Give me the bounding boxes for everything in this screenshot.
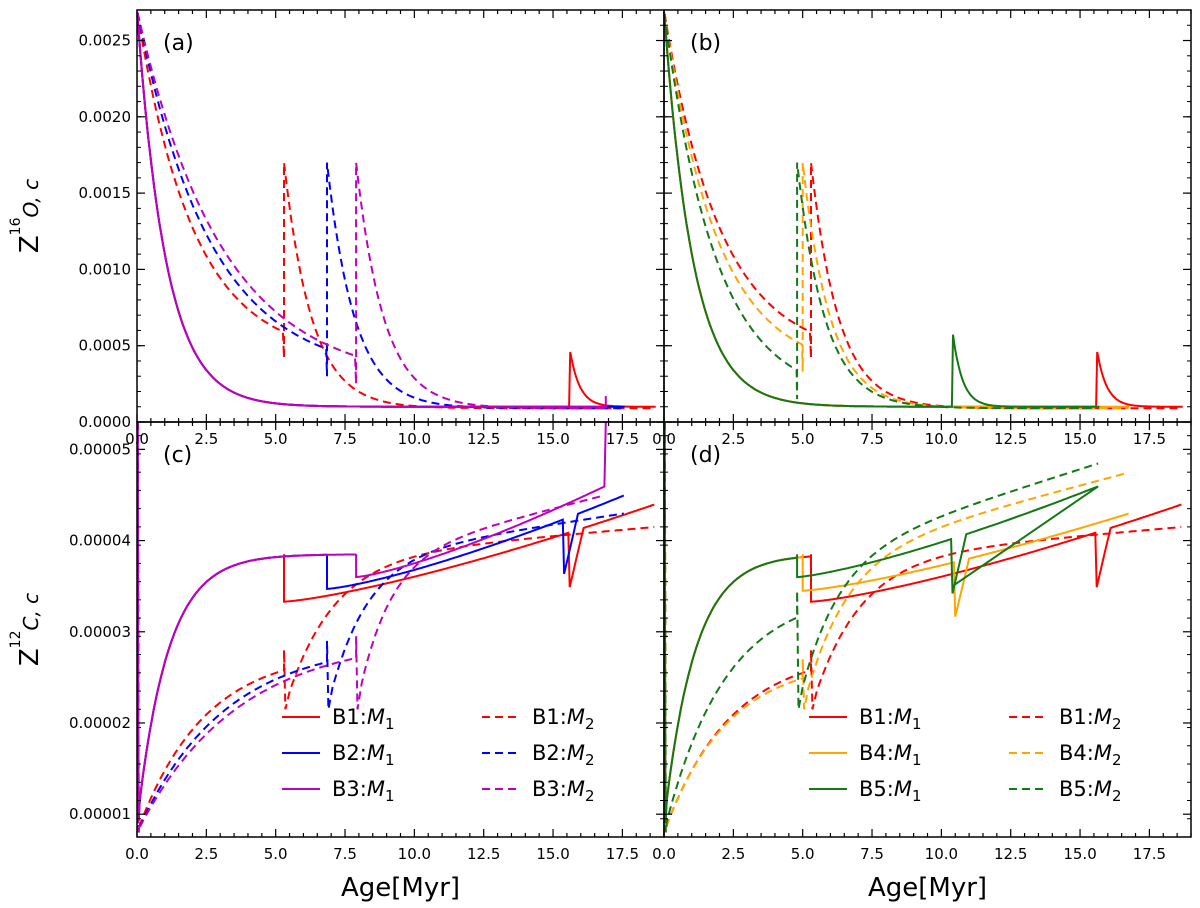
- legend-entry: B1:M2: [532, 705, 595, 733]
- legend-entry: B5:M1: [859, 777, 922, 805]
- x-tick-label: 7.5: [333, 430, 357, 448]
- series-line-b2-m2-dashed: [137, 12, 624, 410]
- legend-entry: B2:M2: [532, 741, 595, 769]
- x-tick-label: 12.5: [467, 845, 500, 863]
- panel-c: 0.0 2.5 5.0 7.5 10.0 12.5 15.0 17.5 0.00001 0.000…: [8, 421, 665, 903]
- legend-entry: B4:M2: [1059, 741, 1122, 769]
- y-tick-label: 0.00002: [69, 714, 131, 732]
- series-line-b2-m1: [137, 17, 625, 408]
- x-tick-label: 7.5: [860, 430, 884, 448]
- series-line-b2-m2-dashed: [137, 422, 624, 833]
- x-tick-label: 5.0: [264, 430, 288, 448]
- series-group: [664, 13, 1183, 410]
- series-line-b1-m2-dashed: [137, 422, 655, 833]
- series-line-b3-m1: [137, 422, 607, 824]
- series-line-b3-m2-dashed: [137, 422, 605, 833]
- x-tick-label: 5.0: [791, 430, 815, 448]
- series-line-b5-m1: [664, 17, 1100, 408]
- y-tick-label: 0.00003: [69, 623, 131, 641]
- x-axis-label: Age[Myr]: [341, 873, 460, 903]
- x-tick-label: 15.0: [1063, 430, 1096, 448]
- x-tick-label: 0.0: [125, 845, 149, 863]
- x-tick-label: 12.5: [994, 430, 1027, 448]
- series-line-b1-m2-dashed: [664, 13, 1182, 410]
- y-tick-label: 0.0020: [79, 108, 132, 126]
- panel-label: (d): [690, 443, 721, 468]
- series-line-b5-m1: [664, 422, 1099, 824]
- series-line-b4-m1: [664, 17, 1130, 408]
- x-tick-label: 15.0: [536, 430, 569, 448]
- x-tick-label: 12.5: [467, 430, 500, 448]
- y-axis-label: Z16O, c: [8, 179, 45, 253]
- series-group: [137, 422, 655, 833]
- y-tick-label: 0.0000: [79, 413, 132, 431]
- series-group: [664, 422, 1182, 833]
- legend-entry: B1:M2: [1059, 705, 1122, 733]
- series-line-b1-m1: [137, 17, 656, 408]
- legend: B1:M1 B1:M2 B2:M1 B2:M2 B3:M1 B3:M2: [282, 705, 595, 805]
- legend-entry: B4:M1: [859, 741, 922, 769]
- x-tick-label: 0.0: [652, 845, 676, 863]
- x-tick-label: 17.5: [1133, 845, 1166, 863]
- panel-label: (b): [690, 31, 721, 56]
- x-tick-label: 2.5: [721, 430, 745, 448]
- series-line-b1-m1: [664, 17, 1183, 408]
- legend-entry: B1:M1: [332, 705, 395, 733]
- x-tick-label: 10.0: [925, 845, 958, 863]
- x-axis-label: Age[Myr]: [868, 873, 987, 903]
- x-tick-label: 10.0: [925, 430, 958, 448]
- plot-frame: [136, 9, 665, 423]
- series-line-b4-m2-dashed: [664, 13, 1129, 410]
- x-tick-label: 17.5: [606, 430, 639, 448]
- legend-entry: B1:M1: [859, 705, 922, 733]
- legend-entry: B5:M2: [1059, 777, 1122, 805]
- x-tick-label: 7.5: [333, 845, 357, 863]
- series-line-b1-m2-dashed: [137, 13, 655, 410]
- y-tick-label: 0.00004: [69, 532, 131, 550]
- series-group: [137, 12, 656, 410]
- y-tick-label: 0.00001: [69, 805, 131, 823]
- y-tick-label: 0.0025: [79, 32, 132, 50]
- x-tick-label: 17.5: [1133, 430, 1166, 448]
- y-axis-label: Z12C, c: [8, 593, 45, 666]
- panel-d: 0.0 2.5 5.0 7.5 10.0 12.5 15.0 17.5 (d) Age[Myr] B…: [652, 421, 1192, 903]
- x-tick-label: 10.0: [398, 845, 431, 863]
- series-line-b1-m2-dashed: [664, 422, 1182, 833]
- plot-frame: [663, 421, 1192, 838]
- x-tick-label: 5.0: [791, 845, 815, 863]
- legend-entry: B3:M1: [332, 777, 395, 805]
- x-tick-label: 5.0: [264, 845, 288, 863]
- series-line-b5-m2-dashed: [664, 422, 1099, 833]
- y-tick-label: 0.0010: [79, 260, 132, 278]
- panel-label: (a): [163, 31, 194, 56]
- plot-frame: [663, 9, 1192, 423]
- plot-frame: [136, 421, 665, 838]
- x-tick-label: 15.0: [536, 845, 569, 863]
- legend-entry: B2:M1: [332, 741, 395, 769]
- series-line-b4-m2-dashed: [664, 422, 1129, 833]
- x-tick-label: 17.5: [606, 845, 639, 863]
- legend: B1:M1 B1:M2 B4:M1 B4:M2 B5:M1 B5:M2: [809, 705, 1122, 805]
- x-tick-label: 15.0: [1063, 845, 1096, 863]
- panel-label: (c): [163, 443, 192, 468]
- x-tick-label: 2.5: [721, 845, 745, 863]
- y-tick-label: 0.0005: [79, 337, 132, 355]
- x-tick-label: 10.0: [398, 430, 431, 448]
- panel-b: 0.0 2.5 5.0 7.5 10.0 12.5 15.0 17.5(b): [652, 9, 1192, 448]
- y-tick-label: 0.00005: [69, 440, 131, 458]
- x-tick-label: 2.5: [194, 845, 218, 863]
- x-tick-label: 7.5: [860, 845, 884, 863]
- x-tick-label: 12.5: [994, 845, 1027, 863]
- x-tick-label: 2.5: [194, 430, 218, 448]
- legend-entry: B3:M2: [532, 777, 595, 805]
- series-line-b3-m1: [137, 17, 607, 409]
- series-line-b5-m2-dashed: [664, 14, 1099, 410]
- panel-a: 0.0 2.5 5.0 7.5 10.0 12.5 15.0 17.50.00000.0005…: [8, 9, 665, 448]
- y-tick-label: 0.0015: [79, 184, 132, 202]
- series-line-b3-m2-dashed: [137, 12, 605, 410]
